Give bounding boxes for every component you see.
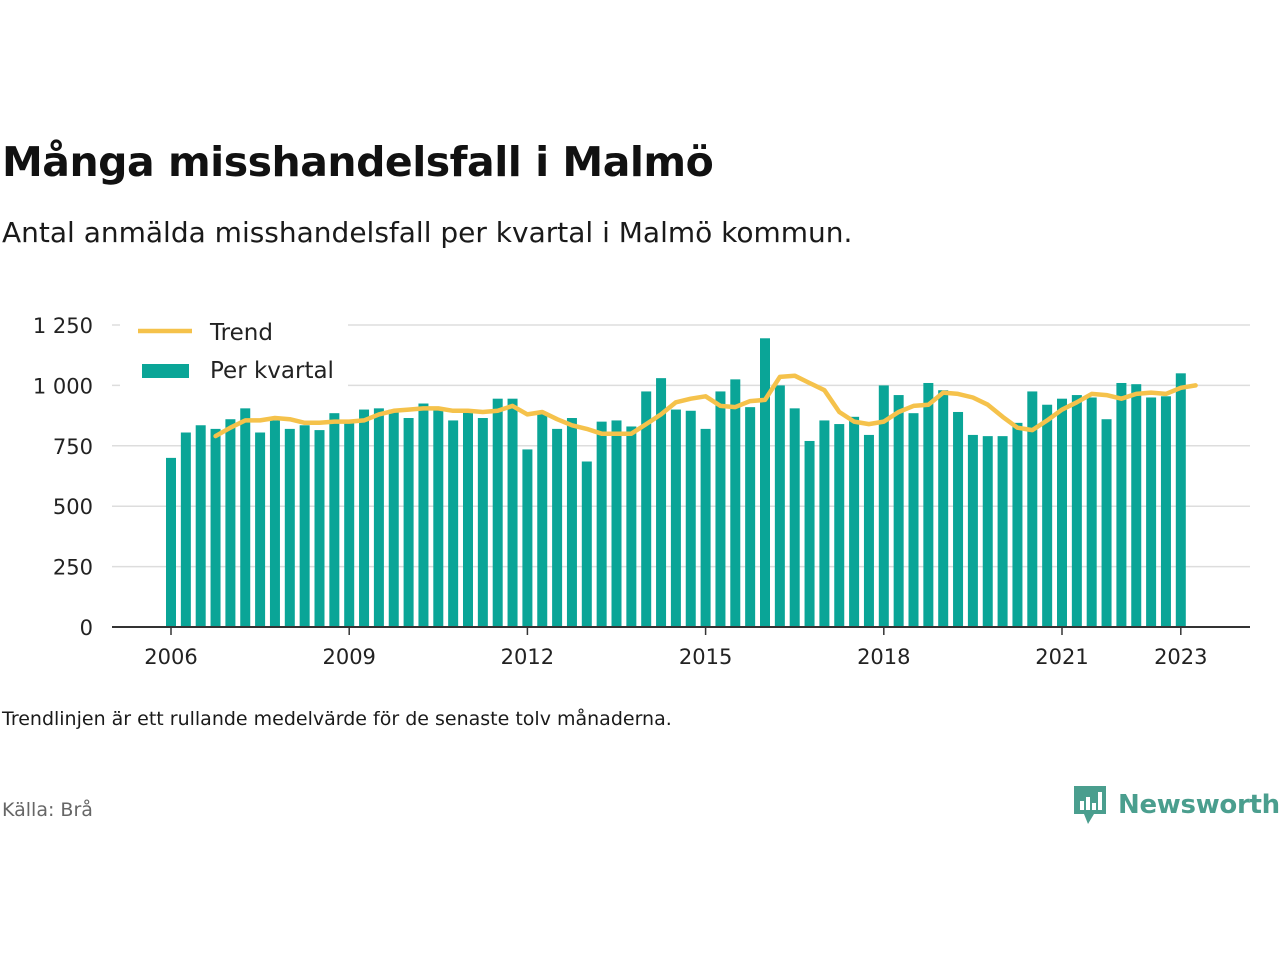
bar — [329, 413, 340, 627]
bar — [641, 391, 652, 627]
chart-subtitle: Antal anmälda misshandelsfall per kvarta… — [2, 216, 853, 249]
legend-bar-label: Per kvartal — [210, 358, 334, 384]
bar — [1012, 422, 1023, 627]
bar — [700, 428, 711, 627]
bar — [804, 440, 815, 627]
source-label: Källa: Brå — [2, 799, 93, 821]
bar — [1146, 397, 1157, 627]
bar — [611, 420, 622, 627]
bar — [1160, 396, 1171, 627]
bar — [1071, 395, 1082, 627]
x-tick-label: 2009 — [322, 645, 375, 669]
bar — [210, 428, 221, 627]
chart-title: Många misshandelsfall i Malmö — [2, 138, 714, 186]
y-tick-label: 500 — [53, 495, 93, 519]
bar — [715, 391, 726, 627]
bar — [685, 410, 696, 627]
x-tick-label: 2023 — [1154, 645, 1207, 669]
bar — [1116, 382, 1127, 627]
bar — [180, 432, 191, 627]
brand-name: Newsworthy — [1118, 790, 1280, 820]
bar — [982, 436, 993, 627]
bar — [760, 338, 770, 627]
bar — [448, 420, 459, 627]
bar — [225, 419, 236, 627]
bar — [314, 430, 325, 627]
legend-bar-swatch — [142, 364, 189, 378]
bar — [522, 449, 533, 627]
y-tick-label: 750 — [53, 435, 93, 459]
bar — [195, 425, 206, 627]
y-tick-label: 0 — [80, 616, 93, 640]
x-tick-label: 2012 — [501, 645, 554, 669]
y-tick-label: 250 — [53, 556, 93, 580]
bar — [463, 411, 473, 627]
x-tick-label: 2018 — [857, 645, 910, 669]
bar — [1086, 397, 1097, 627]
bar — [1175, 373, 1186, 627]
bar — [1057, 398, 1067, 627]
bar — [359, 409, 370, 627]
bar — [730, 379, 741, 627]
bar — [1101, 419, 1112, 627]
x-tick-label: 2021 — [1035, 645, 1088, 669]
bar — [670, 409, 681, 627]
bar — [418, 403, 429, 627]
bar — [269, 420, 280, 627]
bar — [923, 382, 934, 627]
bar — [477, 418, 488, 627]
bar — [789, 408, 800, 627]
bar — [566, 418, 577, 627]
bar — [656, 378, 667, 627]
y-tick-label: 1 000 — [33, 374, 93, 398]
bar — [893, 395, 904, 627]
bar — [344, 422, 355, 627]
bar — [878, 385, 889, 627]
legend-trend-label: Trend — [209, 320, 273, 346]
bar — [581, 461, 592, 627]
bar — [774, 385, 785, 627]
bar — [849, 416, 860, 627]
bar — [433, 407, 444, 627]
bar — [626, 426, 637, 627]
x-tick-label: 2015 — [679, 645, 732, 669]
bar — [1131, 384, 1142, 627]
bar — [834, 424, 845, 627]
trend-line — [213, 373, 1198, 439]
bar — [166, 457, 176, 627]
bar — [908, 413, 919, 627]
bars — [166, 338, 1186, 627]
newsworthy-logo[interactable]: Newsworthy — [1072, 784, 1280, 826]
bar-chart: 0 250 500 750 1 000 1 250 2006 2009 2012 2015 2018… — [33, 314, 1250, 669]
bar — [299, 425, 310, 627]
bar — [388, 409, 399, 627]
bar — [745, 407, 756, 627]
newsworthy-logo-icon — [1074, 786, 1106, 824]
bar — [507, 398, 518, 627]
bar — [537, 413, 548, 627]
bar — [1042, 404, 1053, 627]
bar — [863, 434, 874, 627]
bar — [1027, 391, 1038, 627]
bar — [240, 408, 251, 627]
bar — [373, 408, 384, 627]
bar — [492, 398, 503, 627]
bar — [255, 432, 266, 627]
bar — [819, 420, 830, 627]
bar — [403, 418, 414, 627]
bar — [997, 436, 1008, 627]
bar — [596, 421, 607, 627]
bar — [938, 390, 949, 627]
bar — [953, 411, 964, 627]
chart-note: Trendlinjen är ett rullande medelvärde f… — [2, 708, 672, 730]
bar — [284, 428, 295, 627]
bar — [552, 428, 563, 627]
bar — [967, 434, 978, 627]
legend: Trend Per kvartal — [120, 316, 348, 408]
axes: 0 250 500 750 1 000 1 250 2006 2009 2012 2015 2018… — [33, 314, 1250, 669]
x-tick-label: 2006 — [144, 645, 197, 669]
y-tick-label: 1 250 — [33, 314, 93, 338]
